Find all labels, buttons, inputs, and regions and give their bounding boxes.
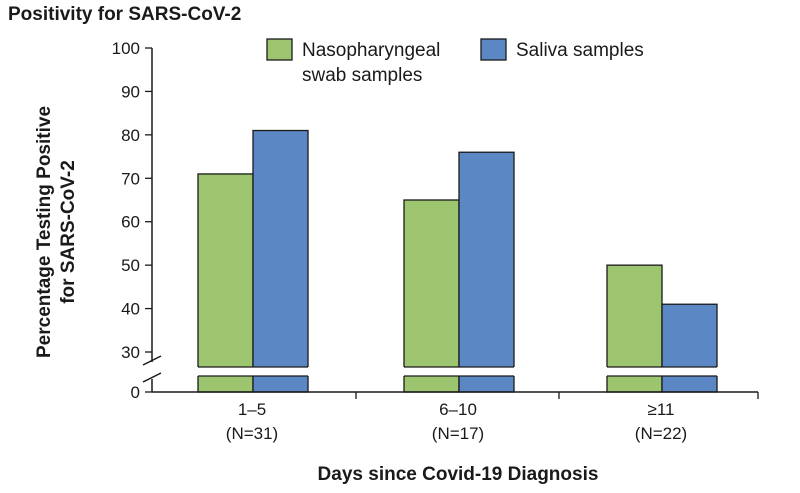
x-ticks: 1–5 (N=31) 6–10 (N=17) ≥11 (N=22) [226,392,759,443]
x-tick-count-2: (N=17) [432,424,484,443]
x-tick-label-2: 6–10 [439,400,477,419]
legend-label-saliva-1: Saliva samples [516,40,644,61]
axis-break-bands [190,366,730,377]
legend-label-swab-1: Nasopharyngeal [302,40,440,61]
y-tick-label-0: 0 [131,383,140,402]
x-tick-count-1: (N=31) [226,424,278,443]
y-tick-label-60: 60 [121,213,140,232]
y-axis-title: Percentage Testing Positive for SARS-CoV… [34,106,79,358]
y-tick-label-30: 30 [121,343,140,362]
y-ticks: 0 30 40 50 60 70 80 90 100 [112,39,152,402]
legend: Nasopharyngeal swab samples Saliva samples [266,38,644,86]
bar-swab-2 [403,199,460,393]
y-tick-label-70: 70 [121,169,140,188]
y-axis-title-line-2: for SARS-CoV-2 [58,160,79,304]
bars [197,129,718,393]
y-tick-label-90: 90 [121,82,140,101]
y-tick-label-50: 50 [121,256,140,275]
axis-break-band [190,367,730,376]
axes [142,48,758,393]
legend-swatch-saliva [480,38,507,61]
y-axis-title-line-1: Percentage Testing Positive [34,106,55,358]
legend-label-swab-2: swab samples [302,65,422,86]
legend-swatch-swab [266,38,293,61]
chart-title: Positivity for SARS-CoV-2 [8,4,241,25]
bar-swab-1 [197,173,254,393]
axis-break-mark-2 [142,372,162,383]
bar-saliva-2 [458,151,515,393]
x-tick-label-1: 1–5 [238,400,266,419]
bar-saliva-3 [661,303,718,393]
x-tick-count-3: (N=22) [635,424,687,443]
x-axis-title: Days since Covid-19 Diagnosis [318,464,599,485]
y-tick-label-80: 80 [121,126,140,145]
axis-break-mark-1 [142,355,162,366]
x-tick-label-3: ≥11 [648,400,675,419]
bar-saliva-1 [252,129,309,393]
y-tick-label-40: 40 [121,300,140,319]
y-tick-label-100: 100 [112,39,140,58]
